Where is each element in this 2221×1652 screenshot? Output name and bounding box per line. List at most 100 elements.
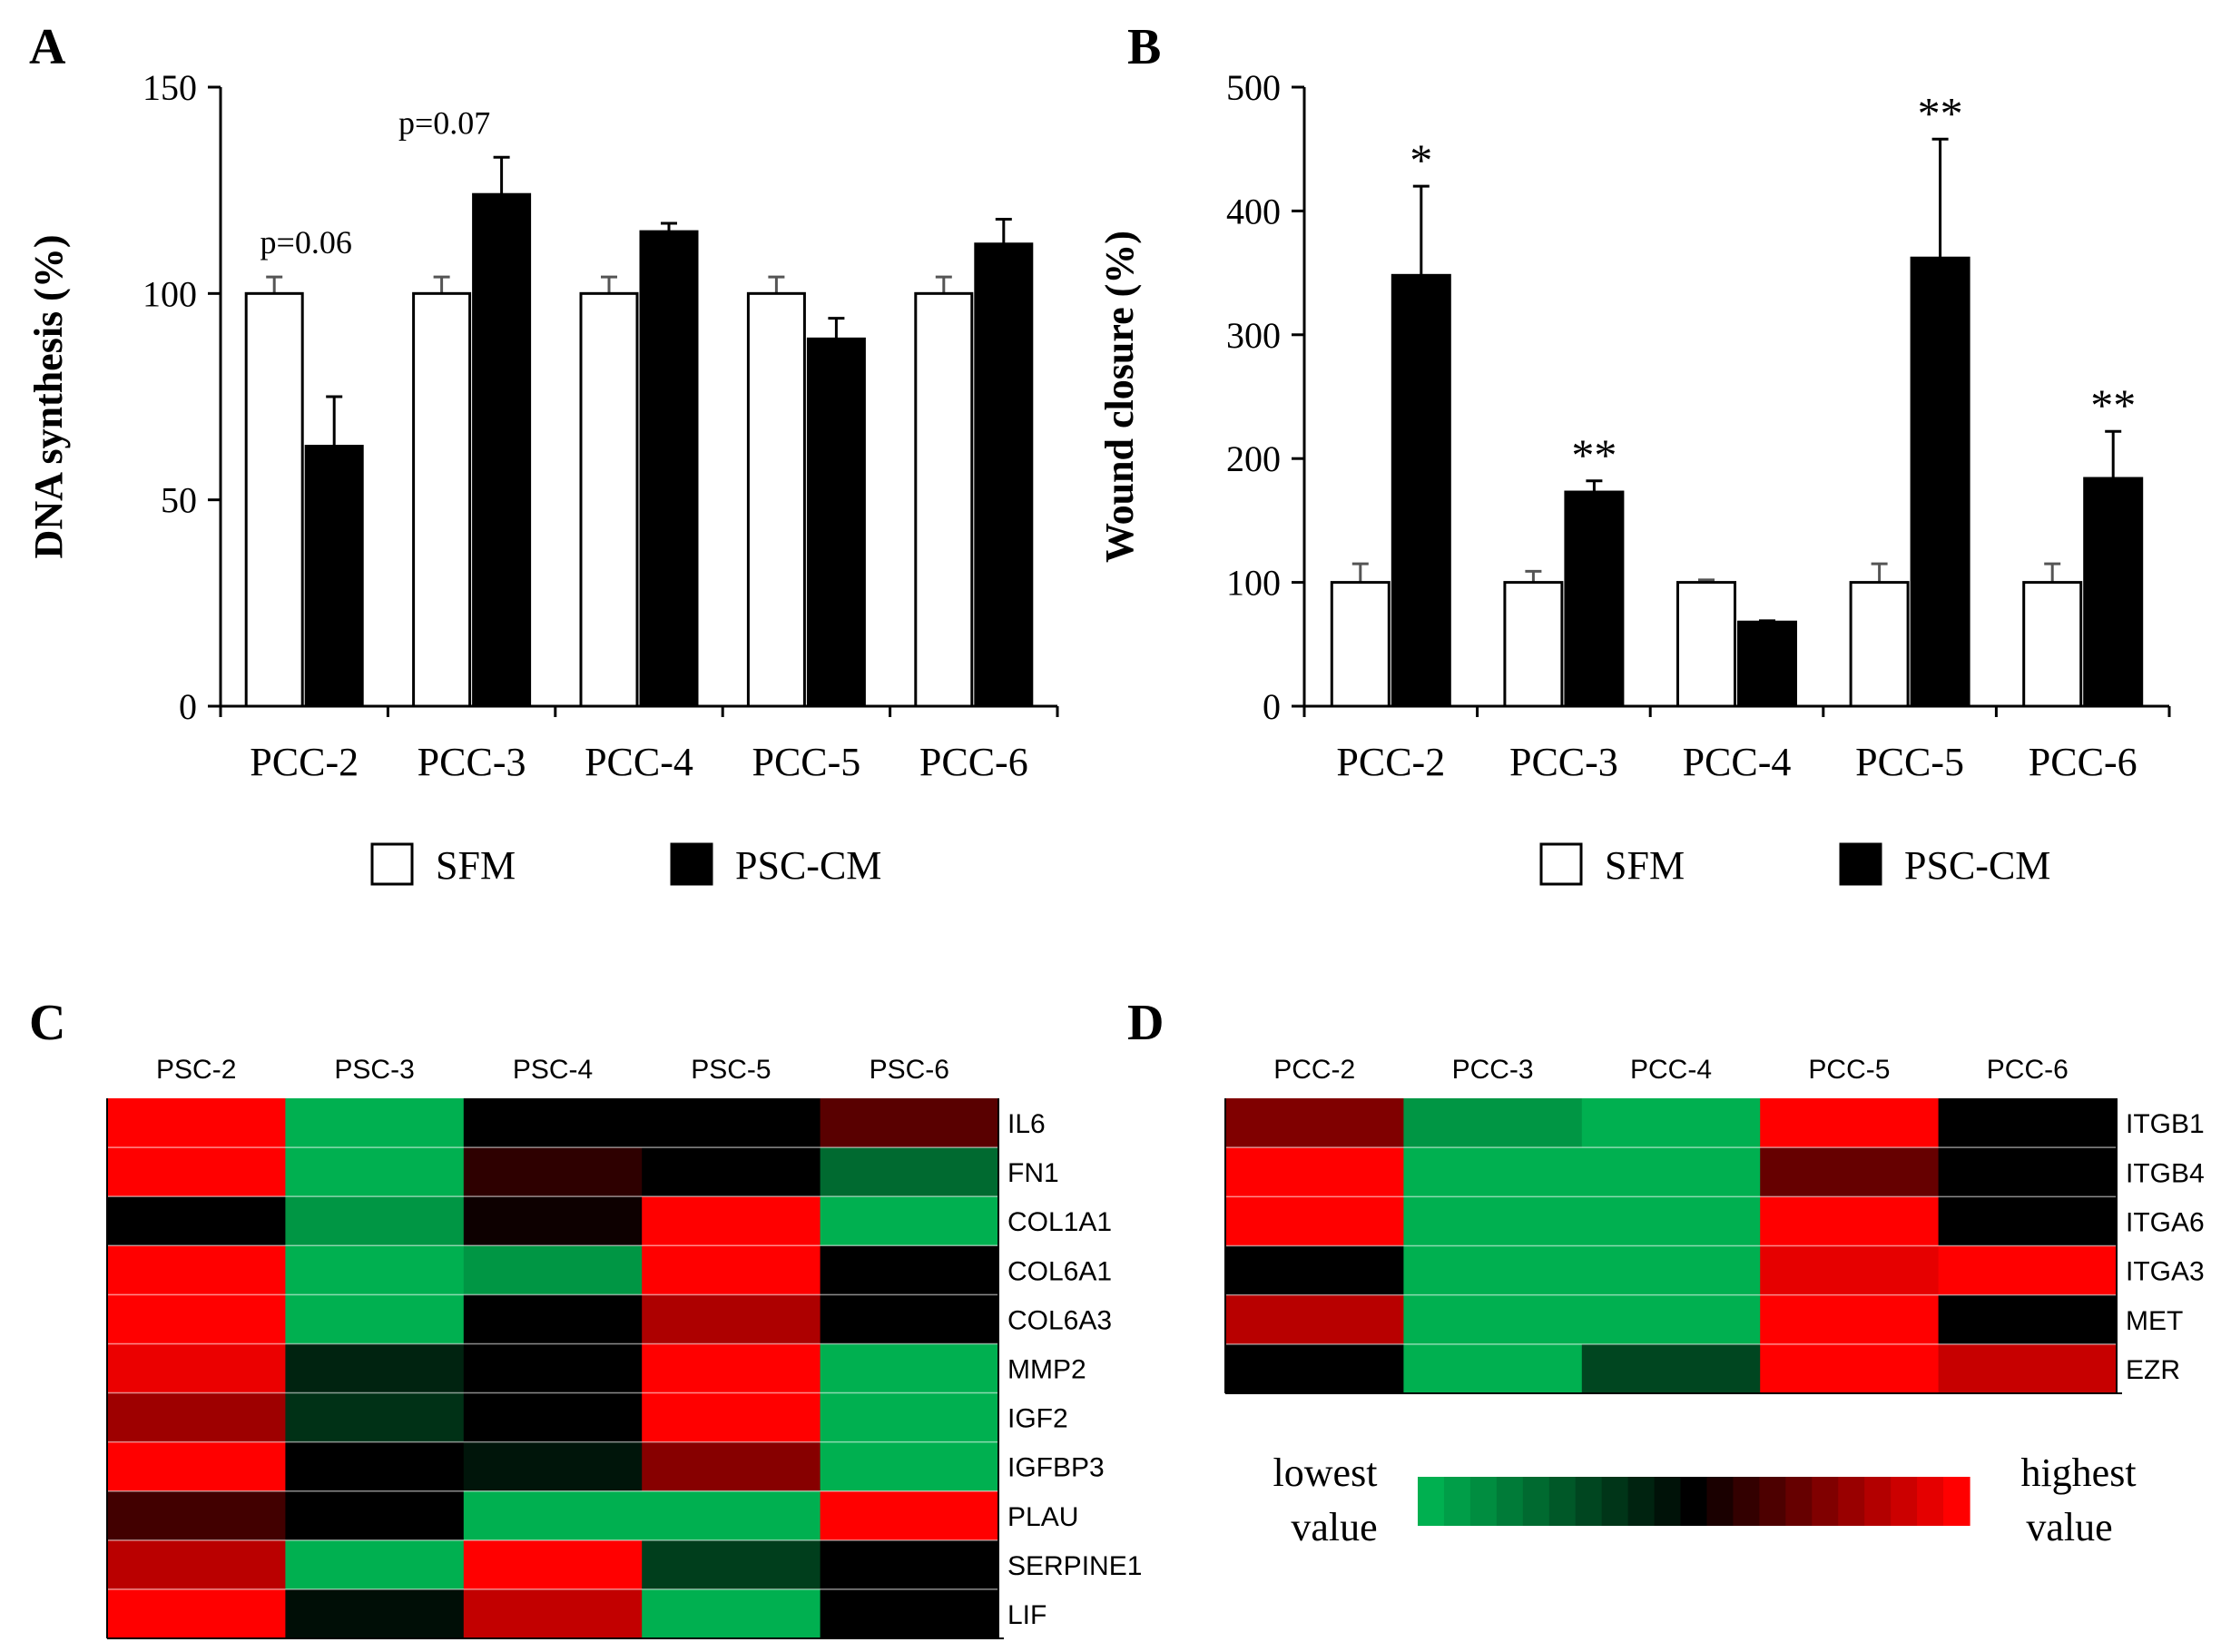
heatmap-cell <box>107 1539 286 1590</box>
heatmap-cell <box>285 1147 465 1197</box>
legend-label-sfm: SFM <box>1605 843 1685 888</box>
bar-sfm-pcc-6 <box>914 291 974 708</box>
bar-psc-cm-pcc-4 <box>1737 620 1797 708</box>
heatmap-row-label: FN1 <box>1007 1158 1059 1188</box>
x-tick-label: PCC-6 <box>919 740 1028 784</box>
y-tick-label: 100 <box>142 273 197 314</box>
bar-sfm-pcc-5 <box>1849 581 1910 708</box>
color-scale-step <box>1891 1477 1918 1526</box>
heatmap-column-label: PCC-6 <box>1987 1055 2069 1085</box>
heatmap-cell <box>1938 1294 2118 1345</box>
heatmap-cell <box>642 1245 821 1295</box>
y-tick-label: 500 <box>1226 67 1281 108</box>
x-tick-label: PCC-4 <box>1683 740 1792 784</box>
heatmap-cell <box>463 1490 643 1541</box>
heatmap-column-label: PSC-3 <box>334 1055 414 1085</box>
color-scale-step <box>1943 1477 1970 1526</box>
significance-marker: ** <box>2090 379 2136 430</box>
heatmap-cell <box>1403 1294 1583 1345</box>
heatmap-cell <box>285 1441 465 1492</box>
heatmap-cell <box>107 1294 286 1345</box>
bar-psc-cm-pcc-3 <box>472 192 532 708</box>
heatmap-cell <box>1581 1343 1761 1394</box>
color-scale-low-label: lowest <box>1273 1450 1378 1495</box>
x-tick-label: PCC-2 <box>1336 740 1445 784</box>
heatmap-column-label: PCC-5 <box>1808 1055 1890 1085</box>
bar-psc-cm-pcc-2 <box>1391 273 1451 708</box>
heatmap-row-label: IGF2 <box>1007 1404 1068 1434</box>
heatmap-cell <box>1581 1147 1761 1197</box>
heatmap-cell <box>642 1343 821 1394</box>
x-tick-label: PCC-3 <box>1509 740 1618 784</box>
heatmap-row-label: ITGB1 <box>2126 1109 2205 1139</box>
heatmap-cell <box>1938 1098 2118 1148</box>
heatmap-cell <box>820 1098 999 1148</box>
heatmap-cell <box>463 1147 643 1197</box>
heatmap-row-label: COL6A3 <box>1007 1305 1112 1335</box>
heatmap-cell <box>463 1098 643 1148</box>
heatmap-c: PSC-2 PSC-3 PSC-4 PSC-5 PSC-6 IL6 FN1 COL1A1 COL… <box>106 1055 1142 1639</box>
y-tick-label: 400 <box>1226 191 1281 231</box>
heatmap-column-label: PCC-2 <box>1273 1055 1355 1085</box>
heatmap-row-label: SERPINE1 <box>1007 1551 1142 1581</box>
heatmap-cell <box>820 1441 999 1492</box>
heatmap-row-label: EZR <box>2126 1355 2180 1385</box>
panel-letter-c: C <box>29 995 65 1051</box>
color-scale-step <box>1733 1477 1760 1526</box>
color-scale-step <box>1838 1477 1865 1526</box>
color-scale-high-label: value <box>2026 1505 2112 1549</box>
y-tick-label: 300 <box>1226 315 1281 356</box>
heatmap-row-label: IGFBP3 <box>1007 1453 1105 1483</box>
heatmap-cell <box>1938 1343 2118 1394</box>
bar-sfm-pcc-5 <box>746 291 806 708</box>
x-tick-label: PCC-5 <box>752 740 860 784</box>
heatmap-cell <box>285 1539 465 1590</box>
x-tick-label: PCC-2 <box>250 740 359 784</box>
heatmap-cell <box>642 1392 821 1443</box>
heatmap-cell <box>107 1441 286 1492</box>
heatmap-cell <box>1581 1196 1761 1247</box>
heatmap-cell <box>1403 1098 1583 1148</box>
p-value-annotation: p=0.06 <box>260 224 352 261</box>
heatmap-row-label: ITGA6 <box>2126 1207 2205 1237</box>
legend-swatch-psc-cm <box>670 842 713 886</box>
heatmap-cell <box>285 1196 465 1246</box>
significance-marker: * <box>1410 134 1432 185</box>
significance-marker: ** <box>1918 87 1963 138</box>
heatmap-cell <box>1760 1245 1940 1296</box>
heatmap-cell <box>285 1245 465 1295</box>
heatmap-row-label: PLAU <box>1007 1502 1078 1532</box>
heatmap-cell <box>107 1098 286 1148</box>
heatmap-cell <box>642 1098 821 1148</box>
heatmap-cell <box>820 1539 999 1590</box>
heatmap-cell <box>107 1196 286 1246</box>
color-scale-step <box>1627 1477 1656 1526</box>
y-tick-label: 50 <box>161 480 197 521</box>
color-scale-step <box>1418 1477 1445 1526</box>
color-scale-legend: lowest value highest value <box>1273 1450 2137 1549</box>
heatmap-cell <box>1938 1245 2118 1296</box>
color-scale-step <box>1917 1477 1944 1526</box>
legend-label-sfm: SFM <box>436 843 516 888</box>
bar-sfm-pcc-6 <box>2022 581 2083 708</box>
heatmap-cell <box>285 1490 465 1541</box>
color-scale-step <box>1706 1477 1735 1526</box>
heatmap-column-label: PSC-6 <box>870 1055 949 1085</box>
heatmap-cell <box>463 1392 643 1443</box>
heatmap-row-label: COL6A1 <box>1007 1256 1112 1286</box>
heatmap-cell <box>463 1245 643 1295</box>
heatmap-cell <box>463 1588 643 1639</box>
heatmap-column-label: PSC-4 <box>513 1055 593 1085</box>
heatmap-cell <box>820 1245 999 1295</box>
heatmap-row-label: COL1A1 <box>1007 1207 1112 1237</box>
heatmap-row-label: MMP2 <box>1007 1355 1086 1385</box>
bar-psc-cm-pcc-5 <box>1910 256 1970 708</box>
y-axis-label: Wound closure (%) <box>1097 231 1142 563</box>
heatmap-column-label: PCC-4 <box>1630 1055 1712 1085</box>
color-scale-step <box>1469 1477 1498 1526</box>
heatmap-cell <box>1403 1245 1583 1296</box>
heatmap-cell <box>285 1343 465 1394</box>
y-axis-label: DNA synthesis (%) <box>26 235 71 559</box>
heatmap-cell <box>285 1098 465 1148</box>
heatmap-cell <box>463 1441 643 1492</box>
